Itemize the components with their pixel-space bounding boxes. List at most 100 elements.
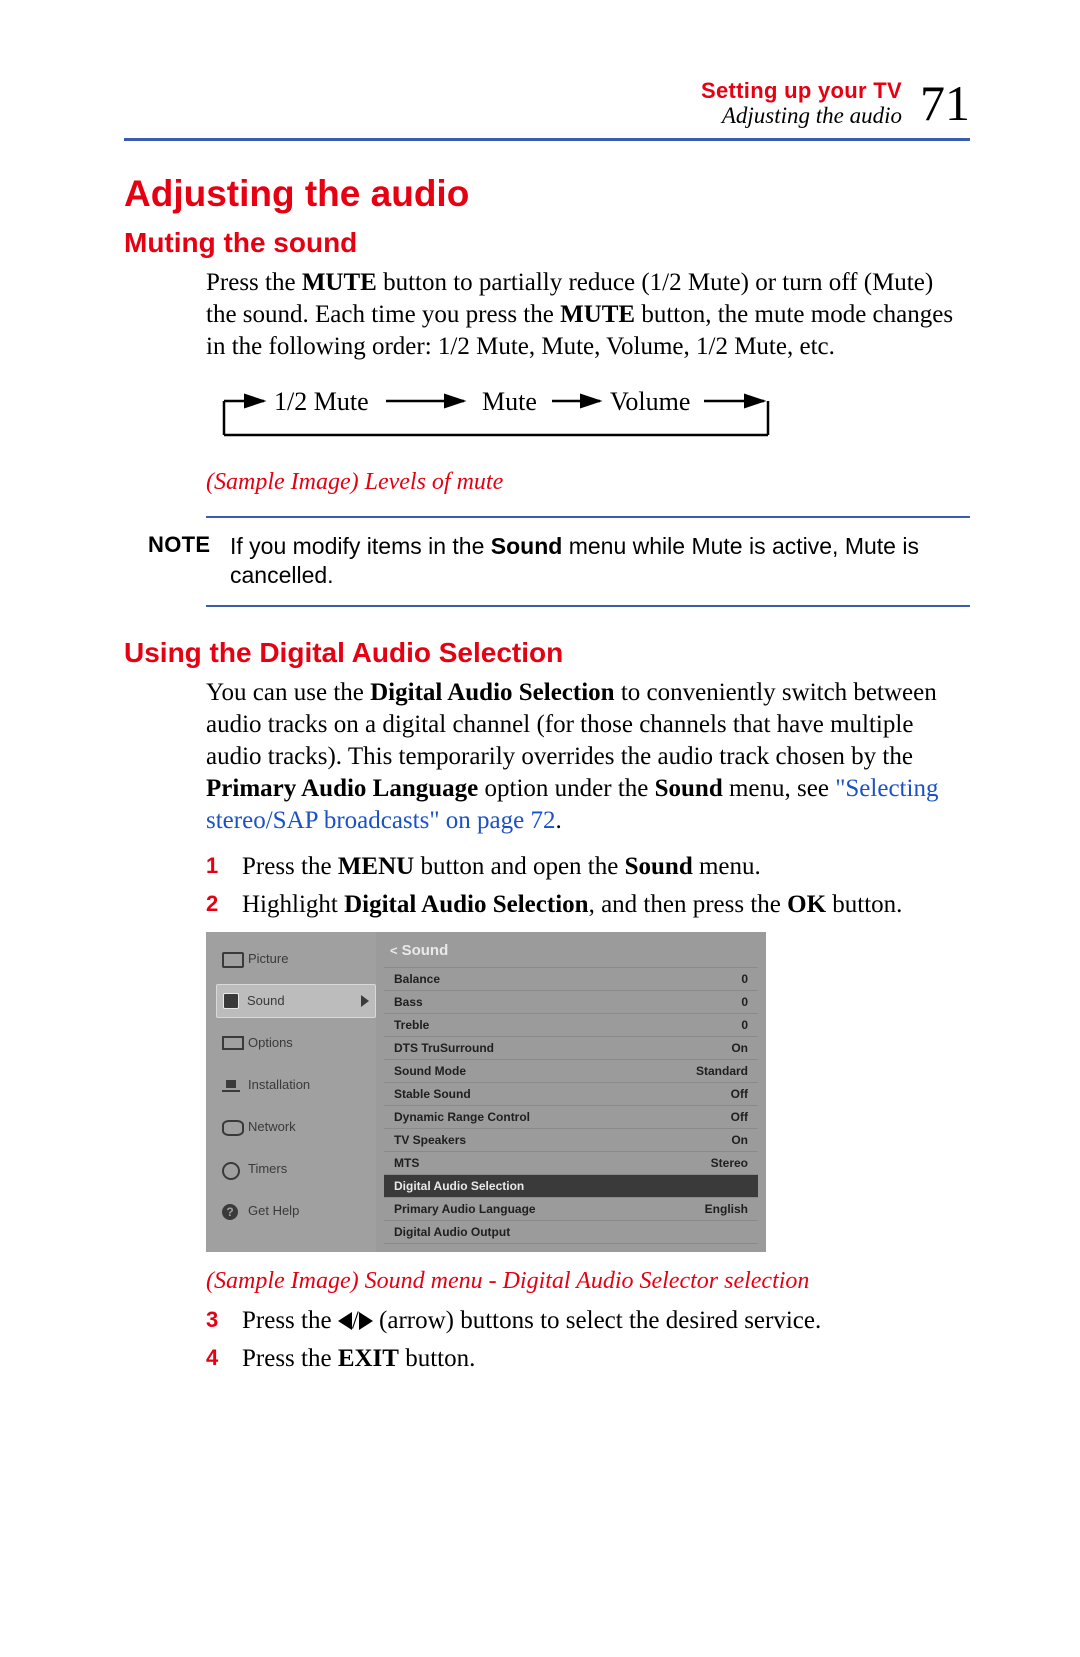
mute-bold: MUTE [560,301,635,328]
osd-row-label: DTS TruSurround [394,1041,494,1055]
help-icon [222,1204,240,1218]
note-rule-top [206,516,970,518]
osd-nav-label: Timers [248,1161,287,1176]
osd-row[interactable]: Balance 0 [384,968,758,991]
step-number: 2 [206,891,226,922]
osd-row-label: Treble [394,1018,429,1032]
text: menu, see [723,775,835,802]
mute-bold: MUTE [302,269,377,296]
osd-row[interactable]: MTSStereo [384,1152,758,1175]
text: Press the [242,1307,338,1334]
back-chevron-icon[interactable]: < [390,943,398,958]
step-4: 4 Press the EXIT button. [206,1343,970,1376]
mute-cycle-diagram: 1/2 Mute Mute Volume [206,385,786,453]
left-arrow-icon [338,1312,352,1330]
mute-paragraph: Press the MUTE button to partially reduc… [206,267,964,363]
text: option under the [478,775,654,802]
osd-sidebar: Picture Sound Options Installation Netwo… [206,932,376,1252]
heading-muting-sound: Muting the sound [124,227,970,259]
text: , and then press the [589,891,788,918]
steps-list: 1 Press the MENU button and open the Sou… [206,851,970,922]
osd-nav-label: Sound [247,993,285,1008]
osd-row-label: Sound Mode [394,1064,466,1078]
osd-nav-picture[interactable]: Picture [216,942,376,976]
osd-nav-help[interactable]: Get Help [216,1194,376,1228]
osd-row-value: On [731,1133,748,1147]
osd-nav-label: Installation [248,1077,310,1092]
osd-row[interactable]: Dynamic Range Control Off [384,1106,758,1129]
osd-row-label: Digital Audio Output [394,1225,510,1239]
cycle-mute: Mute [482,387,537,417]
osd-title-text: Sound [402,942,449,959]
chapter-title: Setting up your TV [701,79,902,103]
das-bold: Digital Audio Selection [344,891,588,918]
text: button and open the [414,853,624,880]
installation-icon [222,1078,240,1092]
osd-nav-installation[interactable]: Installation [216,1068,376,1102]
osd-row-value: Standard [696,1064,748,1078]
osd-row[interactable]: Treble 0 [384,1014,758,1037]
header-rule [124,138,970,141]
osd-row-label: Balance [394,972,440,986]
osd-nav-label: Options [248,1035,293,1050]
osd-settings-list: Balance0Bass0Treble0DTS TruSurroundOnSou… [384,967,758,1244]
osd-nav-options[interactable]: Options [216,1026,376,1060]
das-bold: Digital Audio Selection [370,679,614,706]
osd-row[interactable]: Primary Audio LanguageEnglish [384,1198,758,1221]
osd-nav-timers[interactable]: Timers [216,1152,376,1186]
sound-bold: Sound [625,853,693,880]
osd-row[interactable]: Bass0 [384,991,758,1014]
section-title: Adjusting the audio [701,103,902,128]
sound-bold: Sound [491,533,563,559]
ok-bold: OK [787,891,826,918]
network-icon [222,1120,240,1134]
note-rule-bottom [206,605,970,607]
cycle-volume: Volume [610,387,690,417]
step-1: 1 Press the MENU button and open the Sou… [206,851,970,884]
exit-bold: EXIT [338,1345,399,1372]
text: Highlight [242,891,344,918]
osd-row-label: TV Speakers [394,1133,466,1147]
note-body: If you modify items in the Sound menu wh… [230,532,970,591]
osd-nav-label: Network [248,1119,296,1134]
heading-adjusting-audio: Adjusting the audio [124,173,970,215]
osd-row-value: English [705,1202,748,1216]
text: You can use the [206,679,370,706]
osd-nav-sound[interactable]: Sound [216,984,376,1018]
sound-icon [223,993,239,1009]
osd-row-label: Dynamic Range Control [394,1110,530,1124]
osd-row-value: 0 [741,1018,748,1032]
picture-icon [222,952,240,966]
osd-panel-title: < Sound [384,940,758,967]
step-number: 3 [206,1307,226,1338]
sound-bold: Sound [655,775,723,802]
osd-row-value: 0 [741,972,748,986]
osd-row-value: On [731,1041,748,1055]
step-text: Press the / (arrow) buttons to select th… [242,1305,821,1338]
osd-row-label: Digital Audio Selection [394,1179,524,1193]
osd-row[interactable]: Stable Sound Off [384,1083,758,1106]
osd-row[interactable]: Sound Mode Standard [384,1060,758,1083]
osd-row[interactable]: Digital Audio Output [384,1221,758,1244]
running-head: Setting up your TV Adjusting the audio 7… [124,78,970,128]
osd-row[interactable]: DTS TruSurround On [384,1037,758,1060]
osd-row-value: Off [731,1087,748,1101]
caption-mute-levels: (Sample Image) Levels of mute [206,469,970,496]
osd-nav-network[interactable]: Network [216,1110,376,1144]
caption-osd: (Sample Image) Sound menu - Digital Audi… [206,1268,970,1295]
osd-nav-label: Picture [248,951,288,966]
osd-row[interactable]: TV Speakers On [384,1129,758,1152]
text: menu. [693,853,761,880]
osd-row[interactable]: Digital Audio Selection [384,1175,758,1198]
text: button. [826,891,902,918]
text: button. [399,1345,475,1372]
osd-row-label: Stable Sound [394,1087,471,1101]
text: Press the [242,853,338,880]
osd-row-value: Off [731,1110,748,1124]
osd-row-value: 0 [741,995,748,1009]
step-2: 2 Highlight Digital Audio Selection, and… [206,889,970,922]
menu-bold: MENU [338,853,414,880]
osd-sound-menu: Picture Sound Options Installation Netwo… [206,932,766,1252]
note-label: NOTE [148,532,230,591]
osd-row-value: Stereo [711,1156,748,1170]
